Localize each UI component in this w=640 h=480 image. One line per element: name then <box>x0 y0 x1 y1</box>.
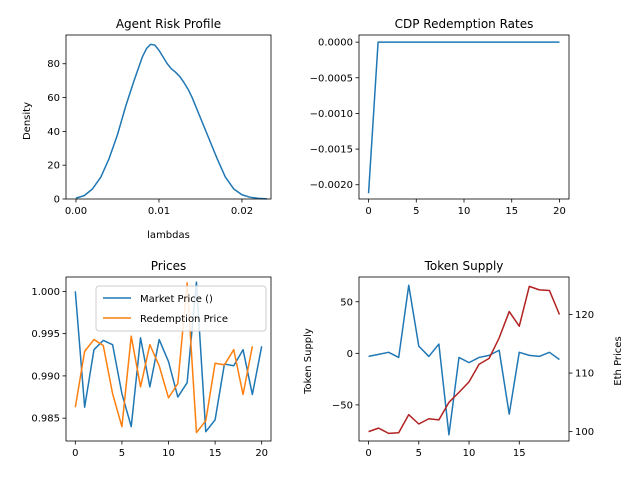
token-supply-series-line-1 <box>368 285 561 435</box>
risk-profile-panel: Agent Risk Profile lambdas Density 0.00 0… <box>22 17 272 241</box>
token-supply-panel: Token Supply Token Supply Eth Prices 0 5 1… <box>303 259 624 459</box>
token-supply-ylabel: Token Supply <box>303 328 314 395</box>
token-supply-series-layer <box>368 284 561 436</box>
redemption-rates-ytick-label: −0.0015 <box>310 145 353 156</box>
eth-prices-ylabel: Eth Prices <box>613 336 624 385</box>
prices-xtick-label: 0 <box>72 448 78 459</box>
risk-profile-ytick-label: 40 <box>47 127 60 138</box>
redemption-rates-xtick-label: 20 <box>553 206 566 217</box>
prices-ytick-label: 1.000 <box>31 287 60 298</box>
token-supply-title: Token Supply <box>424 259 504 273</box>
redemption-rates-ytick-label: −0.0010 <box>310 109 353 120</box>
redemption-rates-series-layer <box>367 41 560 194</box>
redemption-rates-ytick-label: −0.0020 <box>310 180 353 191</box>
redemption-rates-xtick-label: 0 <box>365 206 371 217</box>
token-supply-xtick-label: 15 <box>513 448 526 459</box>
prices-ytick-label: 0.995 <box>31 329 60 340</box>
token-supply-axes-frame <box>358 276 570 442</box>
redemption-rates-xtick-label: 10 <box>458 206 471 217</box>
token-supply-right-ytick-label: 100 <box>575 427 594 438</box>
prices-series-layer <box>74 281 263 434</box>
risk-profile-title: Agent Risk Profile <box>116 17 221 31</box>
prices-xtick-label: 10 <box>162 448 175 459</box>
prices-xtick-label: 15 <box>209 448 222 459</box>
token-supply-ytick-label: 50 <box>340 297 353 308</box>
legend-label-market-price: Market Price () <box>140 294 213 305</box>
redemption-rates-panel: CDP Redemption Rates 0 5 10 15 20 0.0000 −0.00… <box>310 17 570 217</box>
legend-frame <box>95 285 267 332</box>
prices-ytick-label: 0.990 <box>31 371 60 382</box>
token-supply-xtick-label: 10 <box>463 448 476 459</box>
risk-profile-ylabel: Density <box>22 102 33 140</box>
redemption-rates-xtick-label: 5 <box>413 206 419 217</box>
risk-profile-series-layer <box>75 43 267 200</box>
prices-ytick-label: 0.985 <box>31 414 60 425</box>
prices-series-line-0 <box>74 281 263 433</box>
token-supply-series-line-0 <box>368 284 560 436</box>
risk-profile-xtick-label: 0.00 <box>65 206 87 217</box>
risk-profile-ytick-label: 60 <box>47 93 60 104</box>
token-supply-ytick-label: −50 <box>332 400 353 411</box>
token-supply-right-ytick-label: 110 <box>575 369 594 380</box>
risk-profile-ytick-label: 20 <box>47 161 60 172</box>
redemption-rates-xtick-label: 15 <box>505 206 518 217</box>
prices-xtick-label: 5 <box>119 448 125 459</box>
risk-profile-series-line-0 <box>75 43 267 200</box>
prices-series-line-1 <box>74 282 254 434</box>
redemption-rates-series-line-0 <box>367 41 560 194</box>
legend-label-redemption-price: Redemption Price <box>140 314 228 325</box>
risk-profile-ytick-label: 0 <box>54 195 60 206</box>
risk-profile-xlabel: lambdas <box>147 230 190 241</box>
token-supply-xtick-label: 0 <box>365 448 371 459</box>
risk-profile-ytick-label: 80 <box>47 59 60 70</box>
token-supply-ytick-label: 0 <box>347 349 353 360</box>
prices-panel: Prices Market Price () Redemption Price … <box>31 259 272 459</box>
risk-profile-axes-frame <box>65 34 272 200</box>
token-supply-xtick-label: 5 <box>416 448 422 459</box>
prices-title: Prices <box>151 259 187 273</box>
redemption-rates-ytick-label: 0.0000 <box>318 38 353 49</box>
token-supply-right-ytick-label: 120 <box>575 310 594 321</box>
redemption-rates-ytick-label: −0.0005 <box>310 73 353 84</box>
risk-profile-xtick-label: 0.01 <box>148 206 170 217</box>
prices-xtick-label: 20 <box>255 448 268 459</box>
risk-profile-xtick-label: 0.02 <box>231 206 253 217</box>
prices-legend: Market Price () Redemption Price <box>95 285 267 332</box>
redemption-rates-title: CDP Redemption Rates <box>395 17 534 31</box>
